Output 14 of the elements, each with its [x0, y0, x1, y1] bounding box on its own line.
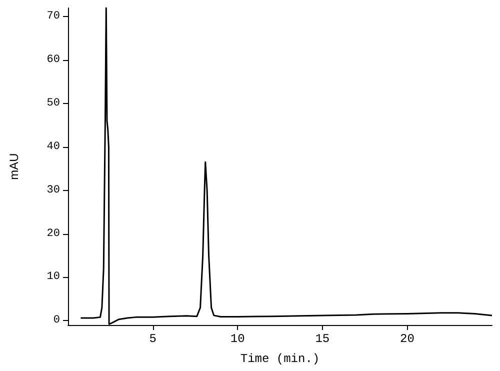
x-axis-title: Time (min.): [240, 352, 320, 366]
y-tick-label: 60: [46, 54, 60, 66]
x-tick-label: 5: [149, 332, 156, 346]
y-tick-label: 70: [46, 10, 60, 23]
y-tick-label: 50: [46, 98, 60, 110]
y-tick-label: 0: [53, 314, 60, 327]
y-tick-label: 40: [46, 140, 60, 153]
x-tick-label: 10: [230, 332, 245, 346]
y-tick-label: 30: [46, 184, 60, 196]
y-tick-label: 10: [46, 271, 60, 284]
x-tick-label: 15: [315, 332, 330, 346]
y-axis-title: mAU: [7, 153, 21, 180]
x-tick-label: 20: [400, 332, 414, 346]
y-tick-label: 20: [46, 228, 60, 240]
